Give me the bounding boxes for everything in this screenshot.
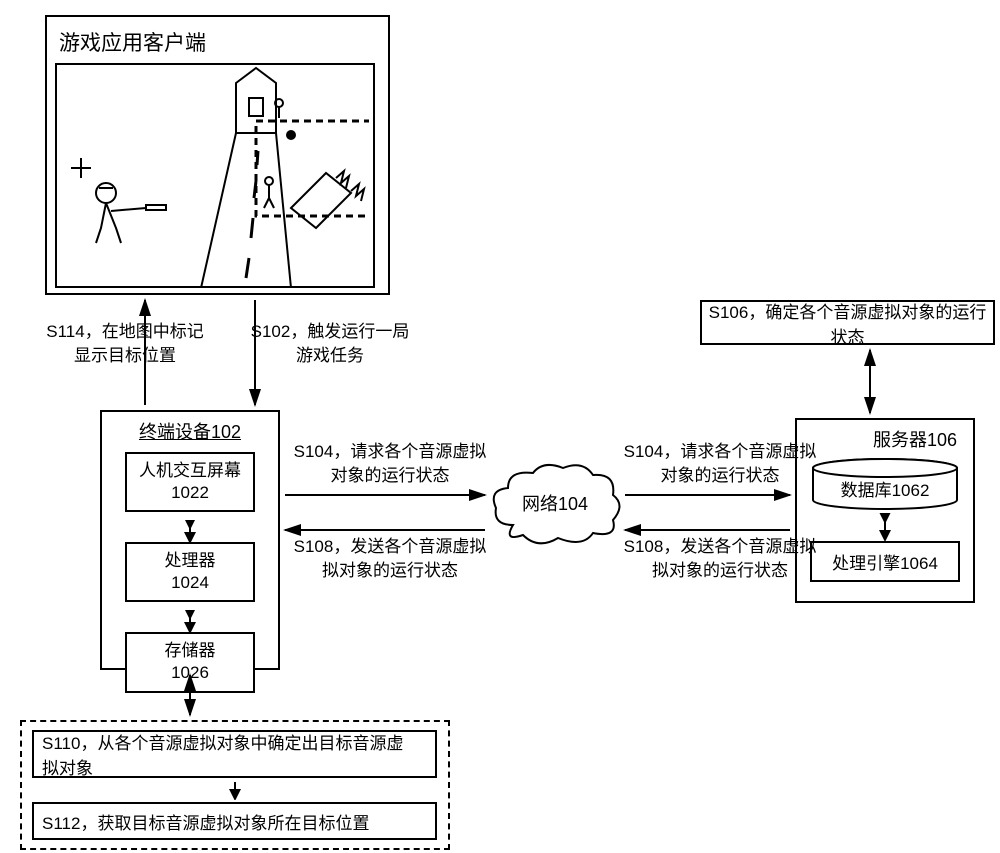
game-client-title: 游戏应用客户端 [55, 25, 380, 59]
game-screen [55, 63, 375, 288]
terminal-title: 终端设备102 [112, 418, 268, 444]
label-s108-left: S108，发送各个音源虚拟 拟对象的运行状态 [290, 535, 490, 583]
label-s114: S114，在地图中标记 显示目标位置 [35, 320, 215, 368]
terminal-processor: 处理器 1024 [125, 542, 255, 602]
terminal-device: 终端设备102 人机交互屏幕 1022 处理器 1024 存储器 1026 [100, 410, 280, 670]
network-label: 网络104 [522, 494, 588, 514]
label-s102: S102，触发运行一局 游戏任务 [240, 320, 420, 368]
label-s108-right: S108，发送各个音源虚拟 拟对象的运行状态 [620, 535, 820, 583]
server-engine: 处理引擎1064 [810, 541, 960, 582]
game-illustration [61, 63, 369, 288]
server: 服务器106 数据库1062 处理引擎1064 [795, 418, 975, 603]
label-s104-right: S104，请求各个音源虚拟 对象的运行状态 [620, 440, 820, 488]
step-s106: S106，确定各个音源虚拟对象的运行状态 [700, 300, 995, 345]
bottom-steps-group: S110，从各个音源虚拟对象中确定出目标音源虚 拟对象 S112，获取目标音源虚… [20, 720, 450, 850]
label-s104-left: S104，请求各个音源虚拟 对象的运行状态 [290, 440, 490, 488]
terminal-screen: 人机交互屏幕 1022 [125, 452, 255, 512]
step-s110: S110，从各个音源虚拟对象中确定出目标音源虚 拟对象 [32, 730, 437, 778]
svg-text:数据库1062: 数据库1062 [841, 481, 930, 500]
step-s112: S112，获取目标音源虚拟对象所在目标位置 [32, 802, 437, 840]
network-cloud: 网络104 [488, 460, 623, 550]
server-database: 数据库1062 [810, 458, 960, 513]
server-title: 服务器106 [807, 426, 963, 452]
game-client-frame: 游戏应用客户端 [45, 15, 390, 295]
terminal-storage: 存储器 1026 [125, 632, 255, 692]
